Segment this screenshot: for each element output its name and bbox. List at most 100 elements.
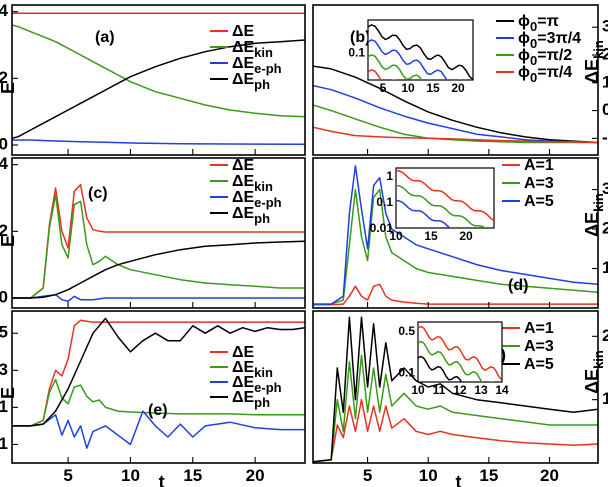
y-tick-label: 4	[0, 154, 9, 173]
series-line-black	[12, 240, 305, 299]
panel-label: (d)	[508, 277, 528, 294]
series-line-red	[313, 126, 598, 144]
plot-frame	[11, 4, 306, 156]
inset-series-red	[396, 169, 494, 222]
y-tick-label: 2	[602, 326, 608, 345]
series-line-green	[313, 354, 598, 463]
series-line-black	[313, 316, 598, 463]
panel-label: (e)	[148, 402, 168, 419]
legend-entry: ΔE	[232, 344, 255, 361]
x-tick-label: 10	[419, 466, 438, 485]
legend-entry: A=5	[524, 356, 554, 373]
inset-y-tick: 1	[386, 169, 393, 183]
plot-frame	[312, 157, 599, 309]
y-tick-label: 2	[0, 221, 8, 240]
x-tick-label: 15	[183, 466, 202, 485]
inset-series-green	[418, 340, 494, 382]
inset-x-tick: 15	[426, 81, 440, 95]
inset-series-green	[396, 184, 487, 228]
inset-x-tick: 14	[495, 383, 509, 397]
legend-entry: A=5	[524, 193, 554, 210]
legend-entry: ΔEkin	[232, 39, 273, 60]
y-axis-label: E	[0, 82, 18, 94]
legend-entry: A=3	[524, 338, 554, 355]
inset-x-tick: 15	[424, 229, 438, 243]
y-tick-label: 1	[602, 389, 608, 408]
inset-y-tick: 0.1	[348, 46, 365, 60]
legend-entry: A=1	[524, 320, 554, 337]
y-tick-label: 0	[0, 134, 8, 153]
y-axis-label: E	[0, 387, 18, 399]
series-line-red	[313, 398, 598, 463]
legend-entry: ΔEph	[232, 71, 270, 92]
legend-entry: ΔEph	[232, 389, 270, 410]
plot-frame	[312, 310, 599, 464]
panel-label: (a)	[95, 29, 115, 46]
series-line-green	[12, 24, 305, 118]
inset-series-blue	[368, 39, 462, 80]
inset-series-red	[418, 325, 502, 381]
y-tick-label: 2	[0, 68, 8, 87]
inset-series-black	[418, 355, 463, 382]
plot-frame	[312, 4, 599, 156]
inset-plot: 5 10 15 20 0.1	[348, 19, 474, 95]
legend-entry: ΔEe-ph	[232, 55, 282, 76]
legend-entry: ΔE	[232, 23, 255, 40]
y-tick-label: 3	[602, 17, 608, 36]
inset-x-tick: 10	[389, 229, 403, 243]
inset-plot: 10 11 12 13 14 0.5 0.1	[398, 321, 509, 397]
y-tick-label: 3	[602, 179, 608, 198]
inset-plot: 10 15 20 1 0.1 0.01	[370, 167, 495, 243]
y-axis-label-right: ΔEkin	[582, 350, 606, 394]
series-line-red	[313, 283, 598, 306]
panel-d: 1 2 3 (d) A=1A=3A=5 10 15 20 1 0.1 0.01	[312, 157, 608, 309]
legend-entry: ΔEkin	[232, 359, 273, 380]
legend-entry: ϕ0=π/2	[518, 47, 572, 68]
y-tick-label: 2	[602, 219, 608, 238]
legend-entry: ϕ0=π/4	[518, 64, 572, 85]
inset-x-tick: 12	[453, 383, 467, 397]
y-tick-label: -1	[0, 434, 8, 453]
series-line-green	[313, 188, 598, 305]
series-line-green	[12, 193, 305, 299]
x-tick-label: 20	[246, 466, 265, 485]
x-tick-label: 20	[540, 466, 559, 485]
legend-entry: ΔEe-ph	[232, 374, 282, 395]
inset-y-tick: 0.5	[398, 324, 415, 338]
x-tick-label: 5	[363, 466, 372, 485]
inset-y-tick: 0.01	[370, 221, 394, 235]
x-tick-label: 10	[121, 466, 140, 485]
x-axis-label: t	[159, 472, 165, 487]
legend-entry: A=3	[524, 175, 554, 192]
inset-y-tick: 0.1	[376, 195, 393, 209]
legend-entry: ΔE	[232, 157, 255, 174]
legend-entry: ΔEkin	[232, 173, 273, 194]
inset-frame	[367, 19, 474, 81]
y-axis-label-right: ΔEkin	[582, 193, 606, 237]
inset-x-tick: 10	[411, 383, 425, 397]
series-line-black	[12, 317, 305, 427]
x-axis-label: t	[456, 472, 462, 487]
legend-entry: ϕ0=π	[518, 13, 559, 34]
series-line-black	[313, 65, 598, 144]
y-tick-label: -1	[602, 128, 608, 147]
y-tick-label: 2	[602, 44, 608, 63]
inset-x-tick: 11	[433, 383, 446, 397]
series-line-blue	[12, 410, 305, 449]
inset-y-tick: 0.1	[398, 366, 415, 380]
legend-entry: ϕ0=3π/4	[518, 30, 581, 51]
inset-x-tick: 10	[401, 81, 415, 95]
y-tick-label: 5	[0, 323, 8, 342]
series-line-blue	[12, 139, 305, 146]
y-tick-label: 1	[602, 258, 608, 277]
plot-frame	[11, 157, 306, 309]
inset-x-tick: 20	[451, 81, 465, 95]
inset-series-black	[368, 24, 473, 80]
x-tick-label: 15	[479, 466, 498, 485]
panel-label: (b)	[350, 29, 370, 46]
y-tick-label: 0	[0, 287, 8, 306]
